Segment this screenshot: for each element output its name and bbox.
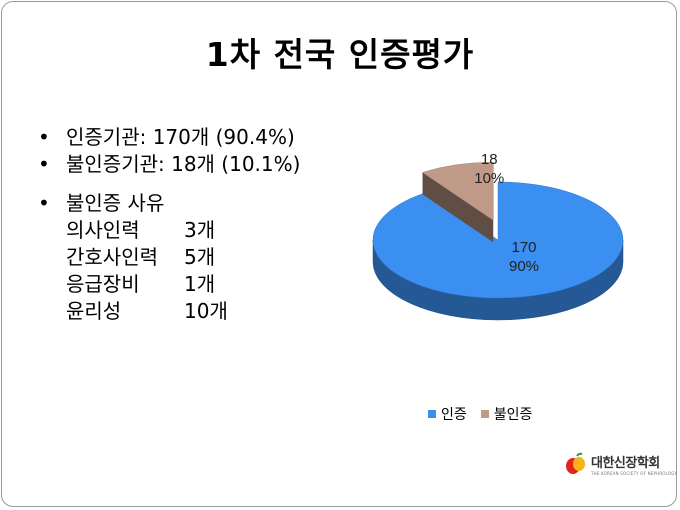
reasons-heading: 불인증 사유 (66, 191, 165, 215)
reason-name: 윤리성 (66, 299, 122, 323)
society-logo: 대한신장학회 THE KOREAN SOCIETY OF NEPHROLOGY (564, 452, 677, 476)
reason-row: 응급장비 1개 (66, 271, 300, 298)
reason-row: 윤리성 10개 (66, 298, 300, 325)
reason-count: 10개 (184, 299, 228, 323)
reason-row: 의사인력 3개 (66, 217, 300, 244)
legend-item-uncertified: 불인증 (480, 404, 533, 424)
logo-name: 대한신장학회 (591, 456, 660, 471)
data-label-percent: 90% (509, 258, 539, 275)
kidney-logo-icon (566, 452, 585, 474)
data-label-percent: 10% (474, 170, 504, 187)
reason-count: 5개 (184, 245, 216, 269)
legend-swatch (428, 410, 436, 418)
pie-slice-uncertified (421, 161, 494, 243)
bullet-reasons: 불인증 사유 의사인력 3개 간호사인력 5개 응급장비 1개 윤리성 10개 (30, 190, 300, 325)
pie-slice-certified (372, 181, 624, 321)
reason-name: 의사인력 (66, 218, 140, 242)
reason-row: 간호사인력 5개 (66, 244, 300, 271)
bullet-uncertified: 불인증기관: 18개 (10.1%) (30, 151, 300, 178)
legend-item-certified: 인증 (428, 404, 467, 424)
reason-count: 3개 (184, 218, 216, 242)
chart-legend: 인증 불인증 (428, 404, 546, 424)
logo-subtitle: THE KOREAN SOCIETY OF NEPHROLOGY (591, 471, 678, 476)
legend-label: 불인증 (493, 407, 533, 423)
reason-name: 응급장비 (66, 272, 140, 296)
legend-label: 인증 (441, 407, 467, 423)
data-label-value: 18 (481, 151, 498, 168)
bullet-list: 인증기관: 170개 (90.4%) 불인증기관: 18개 (10.1%) 불인… (30, 124, 300, 325)
slide-title: 1차 전국 인증평가 (205, 35, 475, 74)
pie-chart: 170 90% 18 10% (372, 151, 624, 321)
data-label-value: 170 (511, 239, 536, 256)
bullet-certified: 인증기관: 170개 (90.4%) (30, 124, 300, 151)
reason-name: 간호사인력 (66, 245, 158, 269)
legend-swatch (480, 410, 489, 418)
reason-count: 1개 (184, 272, 216, 296)
